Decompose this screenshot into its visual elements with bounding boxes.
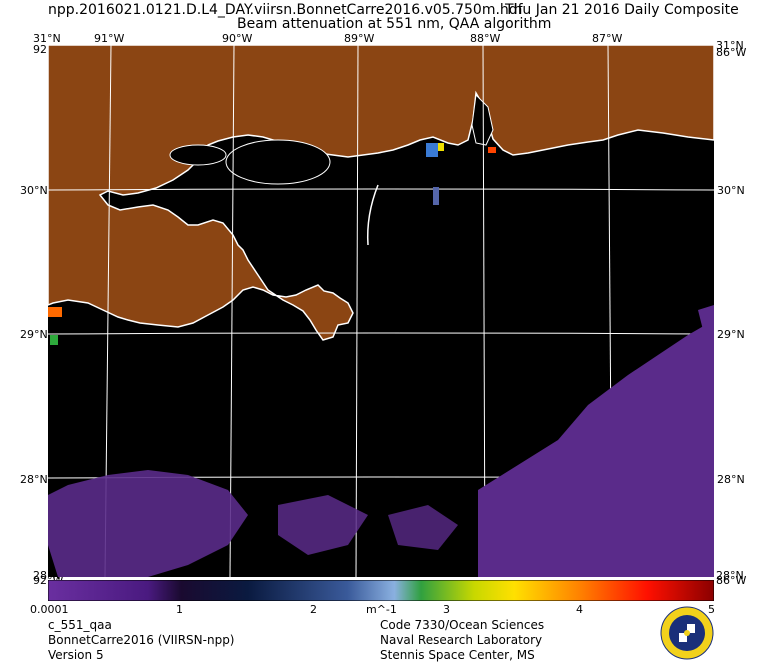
file-name: npp.2016021.0121.D.L4_DAY.viirsn.BonnetC…: [48, 2, 523, 18]
lon-label-89w: 89°W: [344, 32, 375, 45]
lon-label-88w: 88°W: [470, 32, 501, 45]
attenuation-patches: [48, 305, 714, 577]
mobile-bay: [471, 93, 494, 146]
lake-pontchartrain: [225, 139, 331, 185]
corner-label-bottom-right-lon: 86°W: [716, 574, 747, 587]
colorbar-tick-0: 0.0001: [30, 603, 69, 616]
colorbar-tick-2: 2: [310, 603, 317, 616]
lat-label-left-28n: 28°N: [20, 473, 48, 486]
corner-label-top-right-lat: 31°N: [716, 39, 744, 52]
dataset-name: BonnetCarre2016 (VIIRSN-npp): [48, 633, 235, 647]
colorbar-tick-1: 1: [176, 603, 183, 616]
org-line-3: Stennis Space Center, MS: [380, 648, 535, 662]
lake-maurepas: [169, 144, 227, 166]
satellite-map: [48, 45, 714, 577]
lat-label-right-30n: 30°N: [717, 184, 745, 197]
colorbar-tick-3: 3: [443, 603, 450, 616]
lon-label-87w: 87°W: [592, 32, 623, 45]
corner-label-bottom-right-lat: 28°N: [716, 569, 744, 582]
corner-label-top-right-lon: 86°W: [716, 46, 747, 59]
plume-spots: [48, 143, 496, 345]
lat-label-right-28n: 28°N: [717, 473, 745, 486]
version-label: Version 5: [48, 648, 104, 662]
lat-label-right-29n: 29°N: [717, 328, 745, 341]
product-name: c_551_qaa: [48, 618, 112, 632]
lat-label-left-30n: 30°N: [20, 184, 48, 197]
org-line-2: Naval Research Laboratory: [380, 633, 543, 647]
colorbar-tick-5: 5: [708, 603, 715, 616]
colorbar-unit: m^-1: [366, 603, 397, 616]
map-subtitle: Beam attenuation at 551 nm, QAA algorith…: [237, 16, 552, 32]
corner-label-top-left-lat: 31°N: [33, 32, 61, 45]
lon-label-90w: 90°W: [222, 32, 253, 45]
colorbar-tick-4: 4: [576, 603, 583, 616]
naval-research-laboratory-seal-icon: [660, 606, 714, 660]
org-line-1: Code 7330/Ocean Sciences: [380, 618, 545, 632]
lat-label-left-29n: 29°N: [20, 328, 48, 341]
composite-date: Thu Jan 21 2016 Daily Composite: [505, 2, 739, 18]
colorbar: [48, 580, 714, 601]
lon-label-91w: 91°W: [94, 32, 125, 45]
chandeleur-islands: [366, 184, 379, 246]
